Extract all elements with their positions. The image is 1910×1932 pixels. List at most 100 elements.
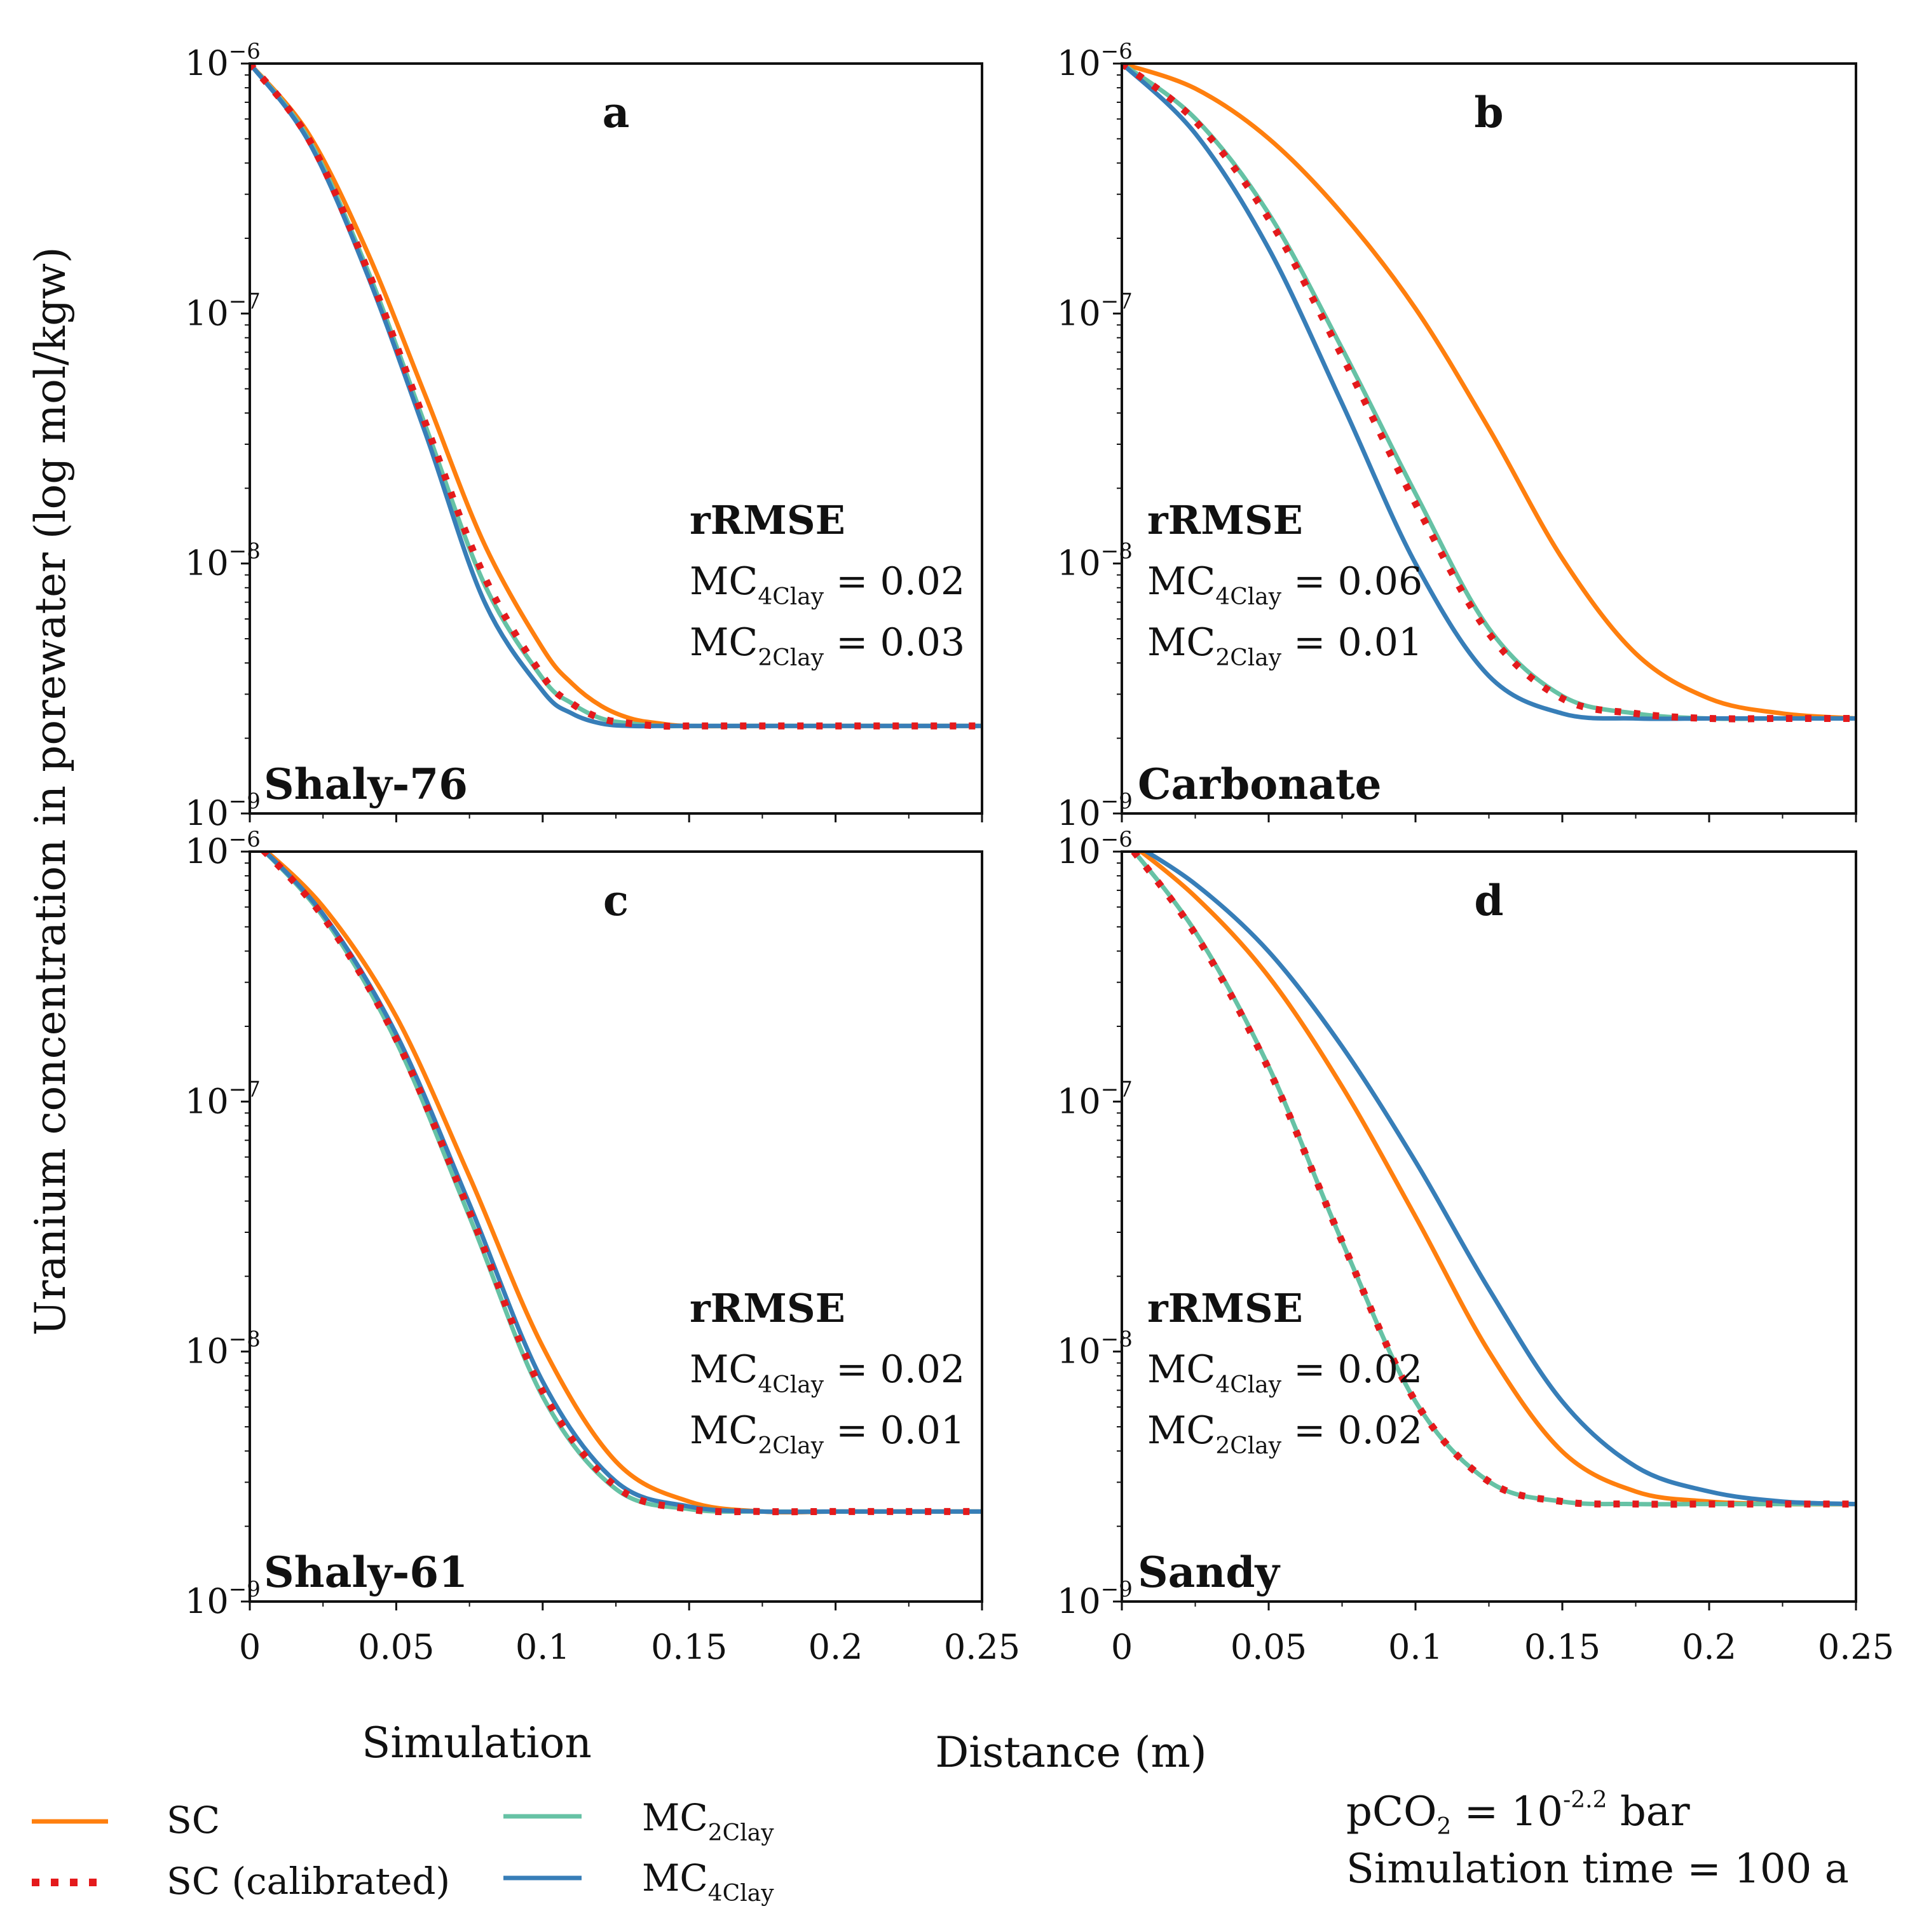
rrmse-title: rRMSE <box>690 497 845 543</box>
sample-name: Carbonate <box>1138 759 1381 809</box>
y-tick-base: 10 <box>185 1331 229 1371</box>
series-line-mc4 <box>250 64 982 729</box>
pco2-exp: -2.2 <box>1563 1787 1607 1813</box>
rrmse-value: MC2Clay = 0.01 <box>690 1408 965 1459</box>
y-tick-label: 10−7 <box>185 1077 261 1121</box>
x-tick-label: 0.2 <box>808 1627 863 1667</box>
rrmse-value: MC4Clay = 0.02 <box>690 1347 965 1398</box>
series-line-mc4 <box>1122 64 1856 721</box>
rrmse-value: MC2Clay = 0.01 <box>1147 620 1422 671</box>
series-line-sccal <box>1122 64 1856 723</box>
y-tick-label: 10−6 <box>185 39 261 83</box>
y-tick-exponent: −6 <box>1101 39 1133 64</box>
y-tick-exponent: −6 <box>229 39 261 64</box>
pco2-condition: pCO2 = 10-2.2 bar <box>1346 1787 1690 1840</box>
y-tick-exponent: −7 <box>1101 1077 1133 1102</box>
y-tick-base: 10 <box>1057 831 1101 871</box>
panel-letter: b <box>1474 88 1503 137</box>
x-tick-label: 0.1 <box>515 1627 570 1667</box>
y-tick-label: 10−6 <box>1057 827 1133 871</box>
y-tick-label: 10−7 <box>185 289 261 333</box>
y-axis-label: Uranium concentration in porewater (log … <box>26 247 75 1335</box>
legend-mc2clay-main: MC <box>642 1796 708 1839</box>
y-tick-exponent: −8 <box>229 1327 261 1352</box>
y-tick-label: 10−9 <box>185 789 261 833</box>
y-tick-exponent: −7 <box>229 289 261 314</box>
rrmse-title: rRMSE <box>1147 1285 1303 1331</box>
x-tick-label: 0.25 <box>944 1627 1020 1667</box>
panel-d: 0 0.05 0.1 0.15 0.2 0.2510−610−710−810−9dSand… <box>1057 827 1894 1667</box>
y-tick-base: 10 <box>185 1581 229 1621</box>
y-tick-label: 10−7 <box>1057 1077 1133 1121</box>
x-tick-label: 0.25 <box>1818 1627 1894 1667</box>
y-tick-exponent: −7 <box>229 1077 261 1102</box>
simulation-conditions: pCO2 = 10-2.2 bar Simulation time = 100 … <box>1346 1787 1849 1893</box>
y-tick-label: 10−9 <box>1057 1577 1133 1621</box>
x-tick-label: 0.15 <box>651 1627 727 1667</box>
y-tick-exponent: −9 <box>1101 1577 1133 1602</box>
x-tick-label: 0.1 <box>1388 1627 1443 1667</box>
axes-frame <box>1121 62 1857 815</box>
legend-mc4clay-main: MC <box>642 1856 708 1900</box>
x-axis-label: Distance (m) <box>935 1728 1206 1777</box>
rrmse-title: rRMSE <box>690 1285 845 1331</box>
y-tick-exponent: −9 <box>1101 789 1133 814</box>
rrmse-title: rRMSE <box>1147 497 1303 543</box>
y-tick-base: 10 <box>1057 1581 1101 1621</box>
y-tick-base: 10 <box>1057 543 1101 583</box>
legend: Simulation SC SC (calibrated) MC2Clay MC… <box>32 1718 774 1907</box>
series-line-mc4 <box>1142 852 1856 1507</box>
x-tick-label: 0.2 <box>1682 1627 1736 1667</box>
panel-letter: a <box>603 88 630 137</box>
legend-label-mc4clay: MC4Clay <box>642 1856 774 1907</box>
simulation-time: Simulation time = 100 a <box>1346 1846 1849 1893</box>
y-tick-exponent: −8 <box>229 539 261 564</box>
y-tick-exponent: −8 <box>1101 539 1133 564</box>
y-tick-base: 10 <box>185 293 229 333</box>
axes-frame <box>1121 850 1857 1603</box>
y-tick-label: 10−6 <box>1057 39 1133 83</box>
y-tick-exponent: −7 <box>1101 289 1133 314</box>
rrmse-value: MC2Clay = 0.02 <box>1147 1408 1422 1459</box>
y-tick-base: 10 <box>185 831 229 871</box>
y-tick-base: 10 <box>1057 793 1101 833</box>
axes-frame <box>249 62 983 815</box>
y-tick-label: 10−8 <box>1057 1327 1133 1371</box>
rrmse-value: MC4Clay = 0.06 <box>1147 559 1422 610</box>
legend-label-sc-calibrated: SC (calibrated) <box>167 1860 450 1903</box>
pco2-unit: bar <box>1607 1788 1689 1835</box>
rrmse-value: MC4Clay = 0.02 <box>1147 1347 1422 1398</box>
y-tick-label: 10−9 <box>1057 789 1133 833</box>
y-tick-base: 10 <box>185 543 229 583</box>
y-tick-label: 10−8 <box>185 1327 261 1371</box>
y-tick-exponent: −9 <box>229 1577 261 1602</box>
x-tick-label: 0.15 <box>1524 1627 1600 1667</box>
x-tick-label: 0.05 <box>358 1627 434 1667</box>
rrmse-value: MC2Clay = 0.03 <box>690 620 965 671</box>
y-tick-base: 10 <box>1057 293 1101 333</box>
pco2-eq: = 10 <box>1451 1788 1563 1835</box>
legend-title: Simulation <box>362 1718 592 1767</box>
panel-letter: d <box>1474 876 1503 925</box>
sample-name: Sandy <box>1138 1548 1281 1597</box>
y-tick-base: 10 <box>1057 1331 1101 1371</box>
sample-name: Shaly-76 <box>264 759 468 809</box>
y-tick-exponent: −6 <box>1101 827 1133 852</box>
y-tick-label: 10−9 <box>185 1577 261 1621</box>
panel-c: 0 0.05 0.1 0.15 0.2 0.2510−610−710−810−9cShal… <box>185 827 1020 1667</box>
y-tick-exponent: −9 <box>229 789 261 814</box>
x-tick-label: 0.05 <box>1231 1627 1307 1667</box>
series-line-sccal <box>1129 852 1856 1508</box>
series-line-mc2 <box>1122 64 1856 721</box>
legend-mc4clay-sub: 4Clay <box>708 1881 774 1907</box>
y-tick-base: 10 <box>1057 1081 1101 1121</box>
series-line-sc <box>1122 64 1856 721</box>
pco2-prefix: pCO <box>1346 1788 1436 1835</box>
panel-letter: c <box>603 876 629 925</box>
x-tick-label: 0 <box>239 1627 261 1667</box>
sample-name: Shaly-61 <box>264 1548 468 1597</box>
series-line-sccal <box>259 852 982 1516</box>
